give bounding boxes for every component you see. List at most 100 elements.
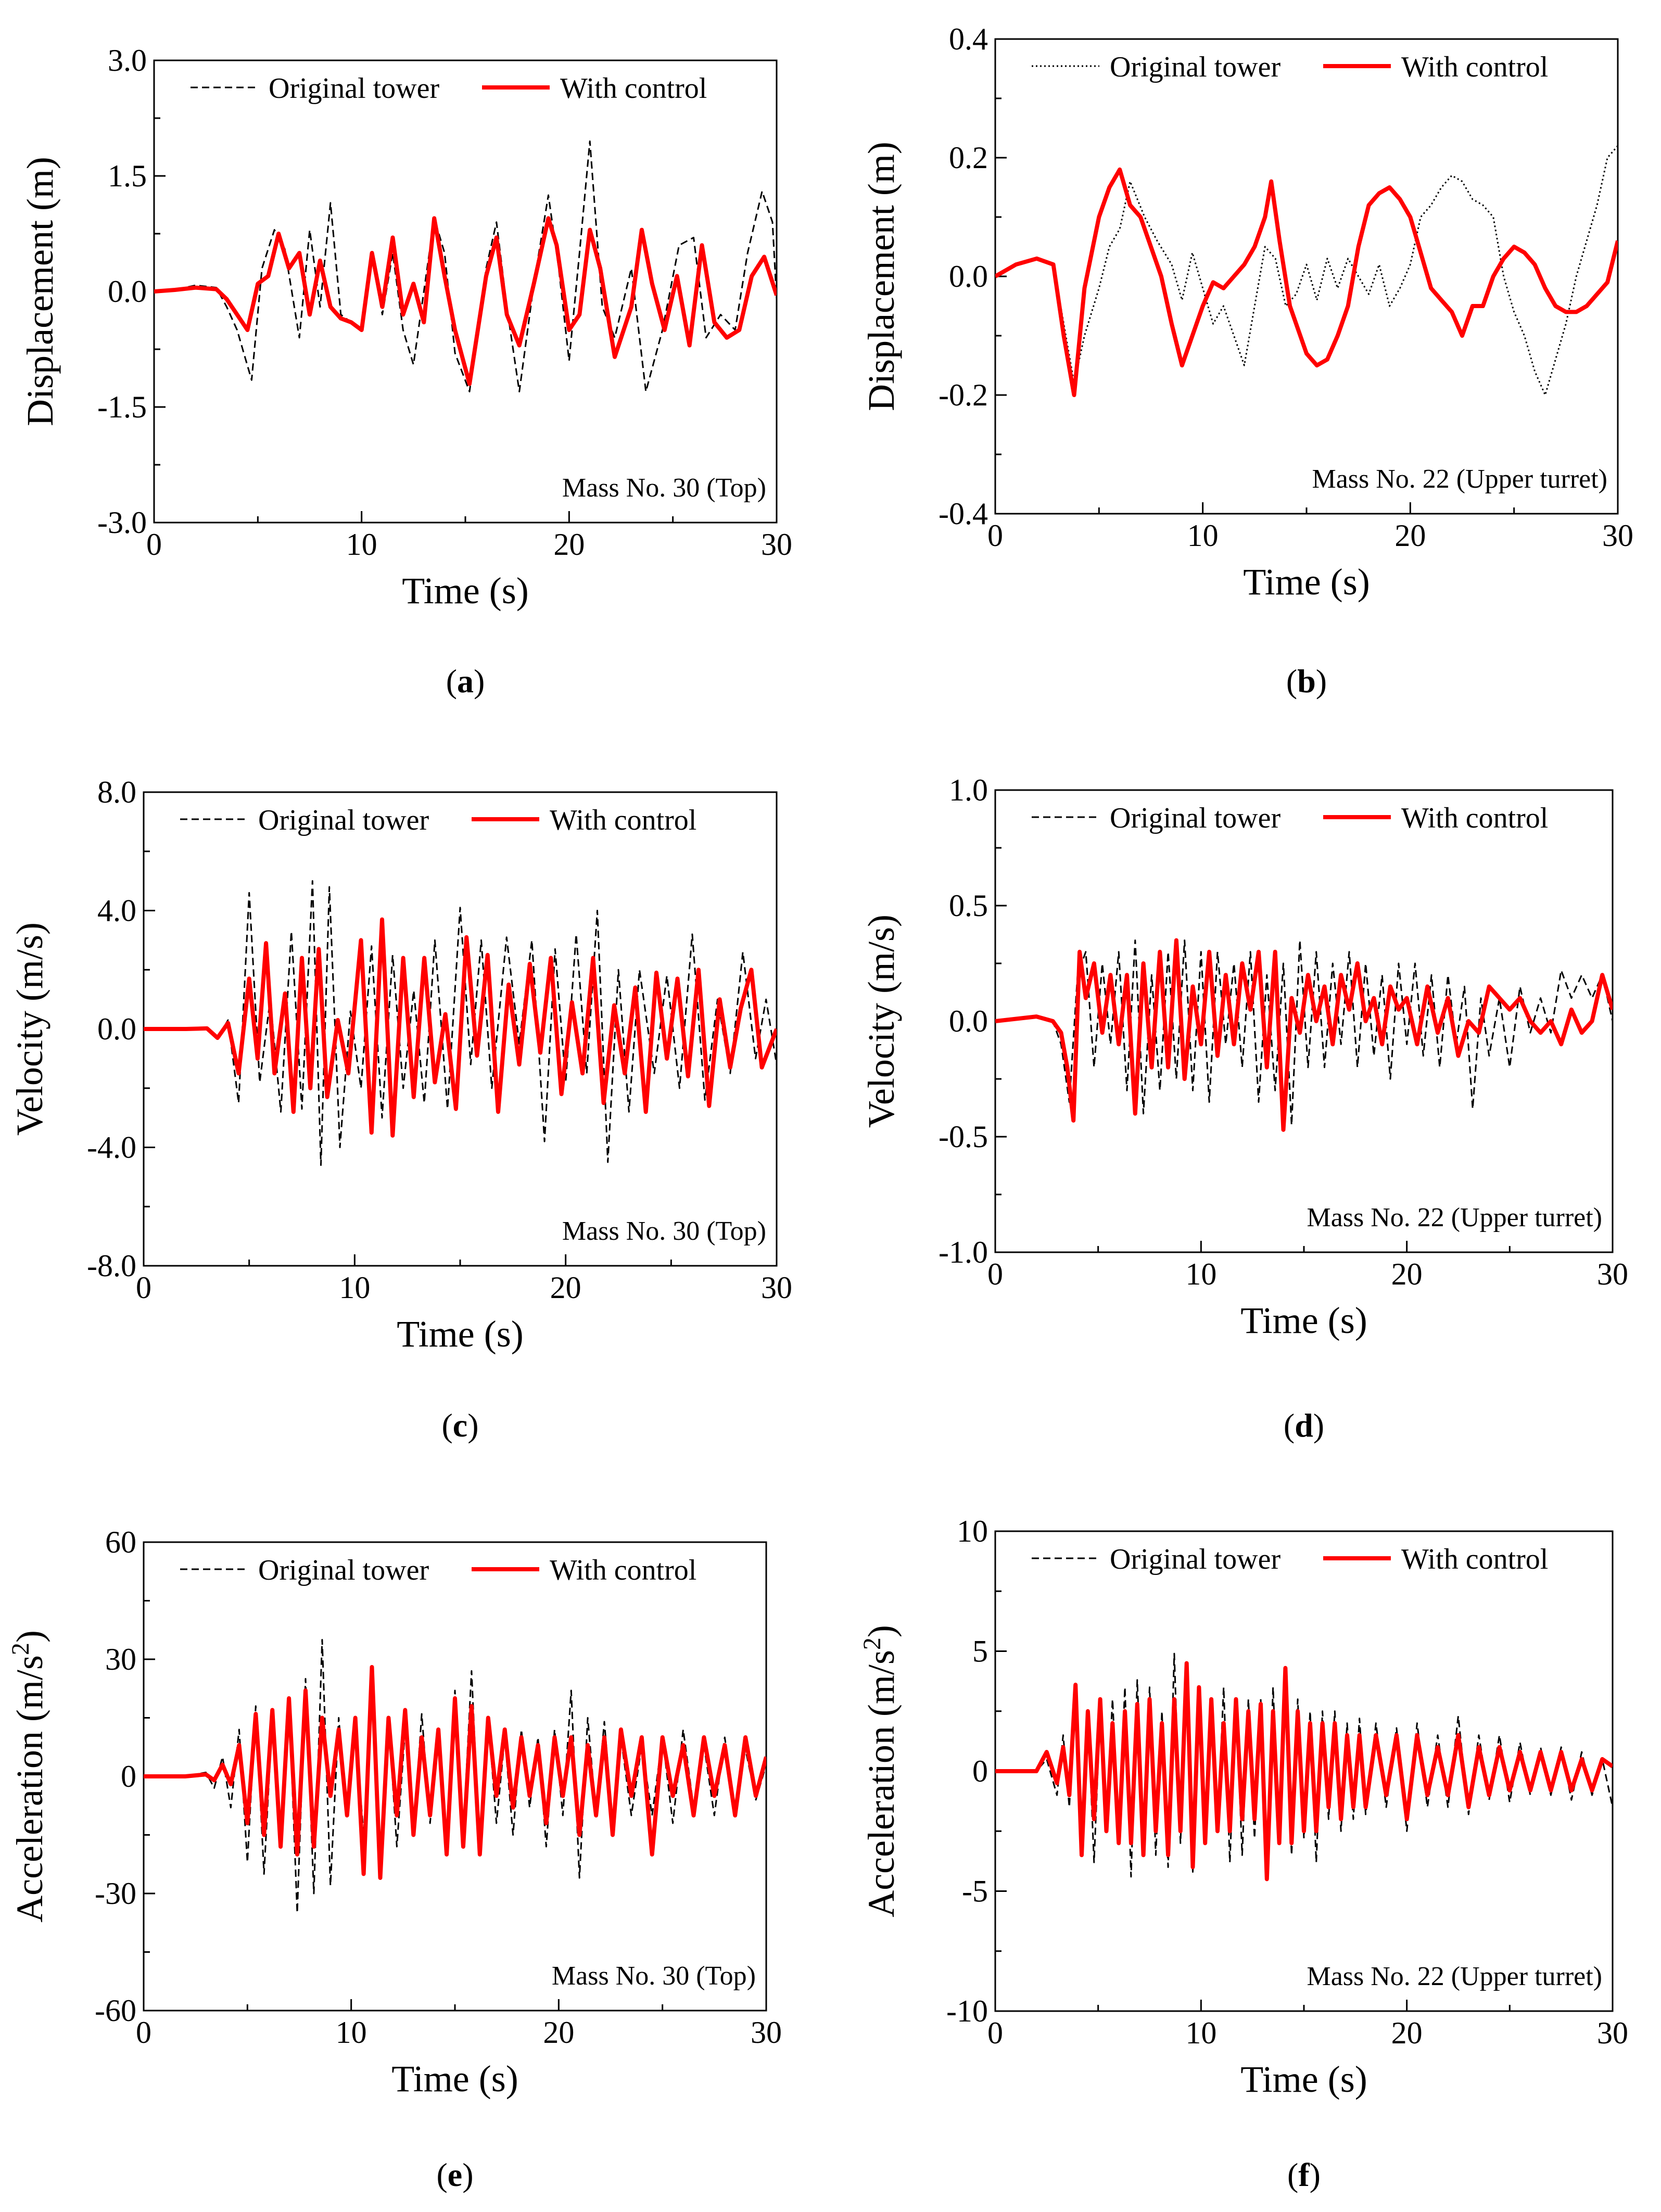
chart-d: 0 10 20 30 -1.0 -0.5 0.0 0.5 1.0 Time (s) Velocity… bbox=[860, 773, 1628, 1444]
caption-paren-close: ) bbox=[1316, 663, 1327, 700]
caption-letter: a bbox=[457, 663, 474, 700]
subfigure-caption: (d) bbox=[1284, 1407, 1324, 1444]
y-axis-title-superscript: 2 bbox=[7, 1643, 34, 1655]
y-axis-title: Displacement (m) bbox=[19, 157, 61, 426]
x-tick-label: 0 bbox=[987, 2016, 1003, 2050]
legend-original-label: Original tower bbox=[258, 1554, 429, 1586]
series-original-tower bbox=[995, 1652, 1613, 1878]
legend-original-label: Original tower bbox=[1110, 802, 1280, 834]
chart-e: 0 10 20 30 -60 -30 0 30 60 Time (s) Acceleration (… bbox=[7, 1525, 782, 2193]
y-axis-title-base: Acceleration (m/s bbox=[9, 1655, 50, 1923]
y-tick-label: 1.0 bbox=[949, 773, 988, 807]
y-tick-label: 0.2 bbox=[949, 141, 988, 175]
caption-paren-close: ) bbox=[1310, 2156, 1321, 2193]
legend-original-label: Original tower bbox=[258, 804, 429, 836]
y-axis-title-end: ) bbox=[860, 1625, 902, 1637]
y-axis-title-end: ) bbox=[9, 1630, 50, 1643]
mass-annotation: Mass No. 22 (Upper turret) bbox=[1312, 464, 1607, 494]
legend-original-label: Original tower bbox=[1110, 51, 1280, 83]
subfigure-caption: (c) bbox=[441, 1407, 478, 1444]
mass-annotation: Mass No. 30 (Top) bbox=[562, 1216, 766, 1246]
legend-control-label: With control bbox=[1401, 802, 1548, 834]
caption-paren-close: ) bbox=[1313, 1407, 1324, 1444]
y-tick-label: 0.0 bbox=[108, 274, 147, 309]
x-tick-label: 10 bbox=[339, 1270, 370, 1305]
y-tick-label: -0.2 bbox=[939, 378, 988, 412]
y-tick-label: -8.0 bbox=[87, 1249, 136, 1283]
x-tick-label: 30 bbox=[1602, 518, 1633, 553]
y-tick-label: 0.4 bbox=[949, 22, 988, 56]
x-tick-label: 10 bbox=[1185, 2016, 1216, 2050]
y-tick-label: -1.0 bbox=[939, 1235, 988, 1269]
y-tick-label: 10 bbox=[957, 1514, 988, 1548]
legend-control-label: With control bbox=[550, 1554, 696, 1586]
series-with-control bbox=[144, 1665, 766, 1880]
caption-letter: f bbox=[1298, 2156, 1310, 2193]
y-tick-label: 0.0 bbox=[97, 1012, 136, 1046]
mass-annotation: Mass No. 30 (Top) bbox=[552, 1961, 756, 1991]
chart-c: 0 10 20 30 -8.0 -4.0 0.0 4.0 8.0 Time (s) Velocity… bbox=[9, 775, 792, 1444]
y-tick-label: -10 bbox=[946, 1994, 988, 2028]
x-tick-label: 0 bbox=[987, 518, 1003, 553]
chart-a: 0 10 20 30 -3.0 -1.5 0.0 1.5 3.0 Time (s) Displace… bbox=[19, 43, 792, 700]
y-tick-label: -60 bbox=[95, 1993, 136, 2028]
x-tick-label: 10 bbox=[336, 2015, 367, 2050]
y-tick-label: -0.4 bbox=[939, 497, 988, 531]
x-tick-label: 10 bbox=[1185, 1257, 1216, 1291]
caption-paren-close: ) bbox=[467, 1407, 478, 1444]
legend-control-label: With control bbox=[550, 804, 696, 836]
series-original-tower bbox=[995, 939, 1613, 1126]
series-original-tower bbox=[995, 145, 1618, 396]
subfigure-caption: (f) bbox=[1287, 2156, 1321, 2193]
y-tick-label: 0.5 bbox=[949, 888, 988, 923]
x-axis-title: Time (s) bbox=[402, 570, 528, 612]
y-tick-label: -1.5 bbox=[97, 390, 147, 424]
y-axis-title: Acceleration (m/s2) bbox=[7, 1630, 50, 1923]
plot-frame bbox=[994, 789, 1614, 1253]
chart-b: 0 10 20 30 -0.4 -0.2 0.0 0.2 0.4 Time (s) Displace… bbox=[860, 22, 1633, 700]
caption-paren-open: ( bbox=[446, 663, 457, 700]
series-with-control bbox=[154, 216, 777, 386]
y-tick-label: 0 bbox=[972, 1754, 988, 1788]
y-tick-label: -30 bbox=[95, 1876, 136, 1911]
x-axis-title: Time (s) bbox=[391, 2058, 518, 2100]
x-tick-label: 10 bbox=[1187, 518, 1219, 553]
x-tick-label: 20 bbox=[1391, 2016, 1423, 2050]
x-tick-label: 30 bbox=[1597, 2016, 1628, 2050]
x-tick-label: 20 bbox=[550, 1270, 581, 1305]
x-tick-label: 0 bbox=[136, 2015, 151, 2050]
x-tick-label: 20 bbox=[1394, 518, 1426, 553]
y-axis-title: Velocity (m/s) bbox=[860, 914, 902, 1128]
caption-paren-open: ( bbox=[1284, 1407, 1295, 1444]
y-tick-label: -4.0 bbox=[87, 1130, 136, 1165]
subfigure-caption: (a) bbox=[446, 663, 485, 700]
mass-annotation: Mass No. 30 (Top) bbox=[562, 473, 766, 503]
x-tick-label: 30 bbox=[1597, 1257, 1628, 1291]
caption-paren-open: ( bbox=[436, 2156, 447, 2193]
y-axis-title: Acceleration (m/s2) bbox=[858, 1625, 902, 1917]
y-axis-title-superscript: 2 bbox=[858, 1637, 886, 1650]
subfigure-caption: (b) bbox=[1286, 663, 1327, 700]
plot-frame bbox=[994, 1530, 1614, 2012]
series-with-control bbox=[995, 167, 1618, 397]
x-tick-label: 0 bbox=[136, 1270, 151, 1305]
y-tick-label: 4.0 bbox=[97, 894, 136, 928]
x-tick-label: 30 bbox=[751, 2015, 782, 2050]
x-tick-label: 10 bbox=[346, 527, 377, 562]
caption-letter: c bbox=[453, 1407, 467, 1444]
subfigure-caption: (e) bbox=[436, 2156, 473, 2193]
legend-original-label: Original tower bbox=[269, 72, 439, 105]
caption-letter: d bbox=[1295, 1407, 1313, 1444]
y-tick-label: 0.0 bbox=[949, 1004, 988, 1038]
y-tick-label: 8.0 bbox=[97, 775, 136, 809]
y-axis-title: Velocity (m/s) bbox=[9, 922, 50, 1136]
y-tick-label: 5 bbox=[972, 1634, 988, 1669]
x-tick-label: 20 bbox=[543, 2015, 574, 2050]
plot-frame bbox=[153, 59, 778, 524]
chart-f: 0 10 20 30 -10 -5 0 5 10 Time (s) Acceleration (m/… bbox=[858, 1514, 1628, 2193]
caption-paren-open: ( bbox=[441, 1407, 452, 1444]
series-with-control bbox=[144, 917, 777, 1138]
x-axis-title: Time (s) bbox=[397, 1313, 523, 1355]
series-original-tower bbox=[144, 1639, 766, 1914]
series-with-control bbox=[995, 1661, 1613, 1882]
